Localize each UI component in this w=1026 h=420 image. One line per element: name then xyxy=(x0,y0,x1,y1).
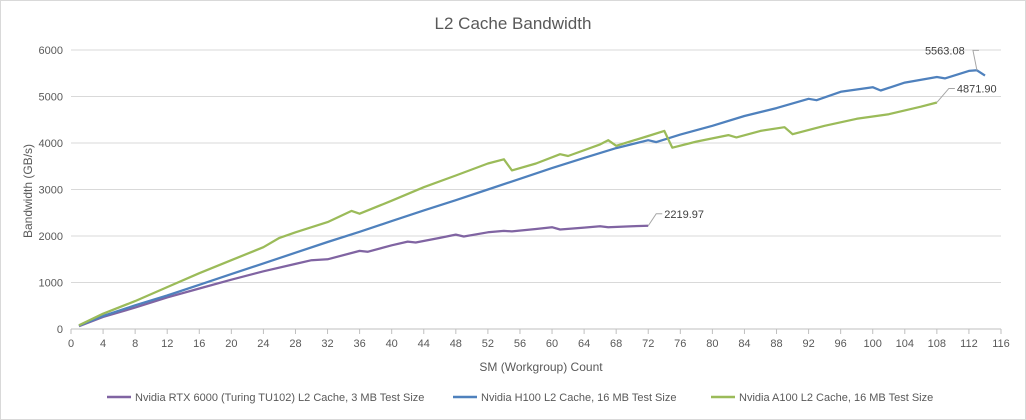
legend-entry: Nvidia RTX 6000 (Turing TU102) L2 Cache,… xyxy=(135,392,424,404)
x-tick-label: 100 xyxy=(864,338,882,350)
x-tick-label: 12 xyxy=(161,338,173,350)
x-tick-label: 84 xyxy=(738,338,750,350)
x-tick-label: 108 xyxy=(928,338,946,350)
x-axis-title: SM (Workgroup) Count xyxy=(479,360,603,374)
x-tick-label: 28 xyxy=(289,338,301,350)
x-tick-label: 68 xyxy=(610,338,622,350)
gridlines xyxy=(71,49,1001,283)
x-tick-label: 88 xyxy=(770,338,782,350)
y-tick-label: 3000 xyxy=(39,185,63,197)
data-label-leader xyxy=(647,213,663,227)
y-tick-label: 4000 xyxy=(39,138,63,150)
legend: Nvidia RTX 6000 (Turing TU102) L2 Cache,… xyxy=(107,392,933,404)
x-tick-label: 4 xyxy=(100,338,106,350)
data-label-leader xyxy=(936,87,955,103)
x-tick-label: 56 xyxy=(514,338,526,350)
y-tick-label: 0 xyxy=(57,324,63,336)
x-tick-label: 64 xyxy=(578,338,590,350)
x-tick-label: 60 xyxy=(546,338,558,350)
chart-title: L2 Cache Bandwidth xyxy=(435,14,592,33)
data-label: 4871.90 xyxy=(957,83,997,95)
x-tick-label: 32 xyxy=(321,338,333,350)
data-label: 5563.08 xyxy=(925,45,965,57)
data-labels: 2219.97 5563.08 4871.90 xyxy=(647,45,997,227)
x-tick-label: 72 xyxy=(642,338,654,350)
series-line-1 xyxy=(78,224,649,328)
x-tick-label: 104 xyxy=(896,338,914,350)
series-lines xyxy=(78,69,986,328)
legend-entry: Nvidia H100 L2 Cache, 16 MB Test Size xyxy=(481,392,676,404)
x-tick-label: 116 xyxy=(992,338,1010,350)
series-line-3 xyxy=(78,101,938,327)
y-tick-label: 2000 xyxy=(39,231,63,243)
x-tick-label: 48 xyxy=(450,338,462,350)
data-label: 2219.97 xyxy=(664,209,704,221)
x-tick-label: 16 xyxy=(193,338,205,350)
x-tick-label: 0 xyxy=(68,338,74,350)
x-tick-label: 40 xyxy=(386,338,398,350)
data-label-leader xyxy=(972,49,979,71)
x-tick-label: 36 xyxy=(353,338,365,350)
x-tick-label: 20 xyxy=(225,338,237,350)
x-tick-label: 92 xyxy=(802,338,814,350)
x-tick-label: 44 xyxy=(418,338,430,350)
x-tick-label: 96 xyxy=(835,338,847,350)
y-axis-title: Bandwidth (GB/s) xyxy=(21,144,35,238)
legend-entry: Nvidia A100 L2 Cache, 16 MB Test Size xyxy=(739,392,933,404)
series-line-2 xyxy=(78,69,986,327)
y-tick-label: 6000 xyxy=(39,45,63,57)
x-tick-label: 76 xyxy=(674,338,686,350)
x-tick-label: 112 xyxy=(960,338,978,350)
y-tick-label: 5000 xyxy=(39,92,63,104)
x-tick-label: 80 xyxy=(706,338,718,350)
x-tick-label: 24 xyxy=(257,338,269,350)
x-tick-label: 8 xyxy=(132,338,138,350)
x-tick-label: 52 xyxy=(482,338,494,350)
y-tick-label: 1000 xyxy=(39,278,63,290)
